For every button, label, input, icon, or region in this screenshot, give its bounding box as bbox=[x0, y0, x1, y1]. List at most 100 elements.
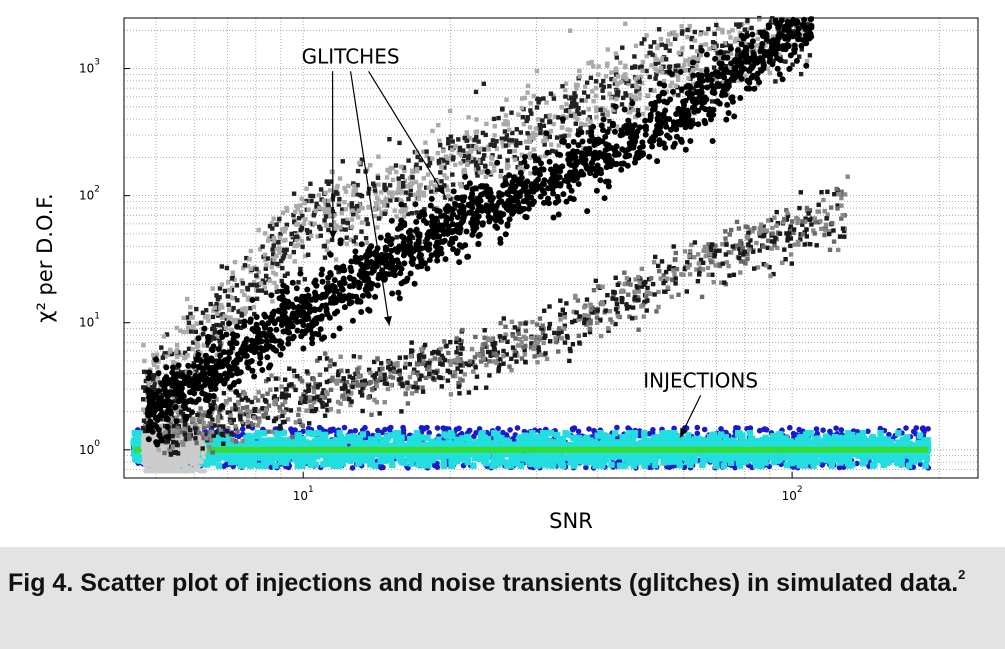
glitch-point bbox=[500, 338, 505, 343]
glitch-point bbox=[473, 385, 479, 391]
glitch-point bbox=[710, 272, 715, 277]
glitch-point bbox=[279, 384, 284, 389]
injection-point bbox=[788, 459, 796, 467]
glitch-point bbox=[825, 189, 830, 194]
injection-point bbox=[636, 459, 643, 466]
injection-point bbox=[235, 433, 242, 440]
injection-point bbox=[910, 428, 917, 435]
injection-point bbox=[727, 456, 734, 463]
injection-point bbox=[581, 453, 588, 460]
injection-point bbox=[727, 459, 735, 466]
injection-point bbox=[557, 450, 565, 457]
injection-point bbox=[397, 442, 404, 449]
glitch-point bbox=[147, 443, 153, 449]
glitch-point bbox=[207, 436, 213, 441]
injection-point bbox=[426, 430, 433, 436]
injection-point bbox=[309, 430, 316, 437]
injection-point bbox=[274, 450, 282, 457]
glitch-point bbox=[325, 408, 330, 413]
glitch-point bbox=[788, 224, 793, 230]
glitch-point bbox=[264, 378, 269, 384]
injection-point bbox=[676, 462, 683, 469]
injection-point bbox=[352, 427, 359, 434]
glitch-point bbox=[150, 453, 156, 459]
injection-point bbox=[827, 453, 835, 460]
injection-point bbox=[464, 451, 471, 458]
injection-point bbox=[248, 436, 255, 443]
injection-point bbox=[478, 434, 485, 441]
injection-point bbox=[895, 430, 902, 437]
glitch-point bbox=[819, 226, 824, 232]
glitch-point bbox=[772, 243, 777, 248]
glitch-point bbox=[198, 406, 203, 411]
glitch-point bbox=[705, 265, 711, 271]
injection-point bbox=[743, 458, 750, 465]
glitch-point bbox=[226, 426, 231, 431]
glitch-point bbox=[200, 431, 205, 436]
glitch-point bbox=[179, 461, 185, 466]
injection-point bbox=[477, 442, 485, 449]
glitch-point bbox=[353, 371, 358, 377]
injection-point bbox=[751, 457, 759, 464]
injection-point bbox=[420, 462, 427, 469]
injection-point bbox=[710, 431, 718, 438]
injection-point bbox=[543, 430, 551, 437]
glitch-point bbox=[401, 381, 407, 386]
glitch-point bbox=[501, 361, 506, 366]
injection-point bbox=[299, 462, 306, 469]
injection-point bbox=[839, 457, 846, 464]
injection-point bbox=[230, 443, 237, 450]
injection-point bbox=[534, 433, 542, 441]
injection-point bbox=[389, 461, 396, 469]
injection-point bbox=[334, 453, 341, 461]
injection-point bbox=[625, 459, 633, 467]
injection-point bbox=[697, 450, 704, 458]
injection-point bbox=[735, 449, 742, 457]
glitch-point bbox=[484, 362, 489, 368]
injection-point bbox=[139, 457, 146, 464]
injection-point bbox=[473, 430, 479, 436]
glitch-point bbox=[738, 259, 744, 264]
injection-point bbox=[509, 452, 516, 459]
injection-point bbox=[237, 462, 244, 469]
injection-point bbox=[803, 443, 810, 450]
glitch-point bbox=[513, 336, 518, 341]
injection-point bbox=[743, 441, 750, 448]
injection-point bbox=[873, 453, 881, 460]
glitch-point bbox=[448, 392, 454, 397]
injection-point bbox=[718, 455, 725, 462]
glitch-point bbox=[320, 404, 325, 409]
glitch-point bbox=[439, 353, 444, 358]
glitch-point bbox=[600, 284, 605, 290]
glitch-point bbox=[210, 417, 215, 422]
injection-point bbox=[550, 454, 557, 461]
injection-point bbox=[849, 461, 856, 468]
glitch-point bbox=[282, 377, 288, 382]
injection-point bbox=[367, 436, 375, 443]
glitch-point bbox=[582, 316, 587, 322]
injection-point bbox=[314, 438, 322, 446]
glitch-point bbox=[354, 379, 359, 385]
glitch-point bbox=[382, 400, 387, 405]
injection-point bbox=[440, 425, 447, 431]
injection-point bbox=[539, 461, 546, 468]
injection-point bbox=[612, 430, 619, 437]
injection-point bbox=[621, 451, 628, 458]
injection-point bbox=[819, 439, 826, 447]
injection-point bbox=[527, 436, 534, 443]
injection-point bbox=[347, 457, 354, 464]
injection-point bbox=[597, 458, 605, 466]
injection-point bbox=[879, 436, 886, 443]
injection-point bbox=[915, 439, 922, 446]
injection-point bbox=[606, 452, 613, 459]
glitch-point bbox=[201, 435, 206, 441]
glitch-point bbox=[490, 339, 496, 345]
injection-point bbox=[453, 450, 460, 458]
injection-point bbox=[291, 455, 298, 462]
injection-point bbox=[378, 450, 385, 457]
injection-point bbox=[641, 435, 648, 442]
injection-point bbox=[550, 462, 557, 469]
glitch-point bbox=[619, 295, 624, 301]
injection-point bbox=[702, 452, 709, 460]
injection-point bbox=[435, 436, 442, 443]
